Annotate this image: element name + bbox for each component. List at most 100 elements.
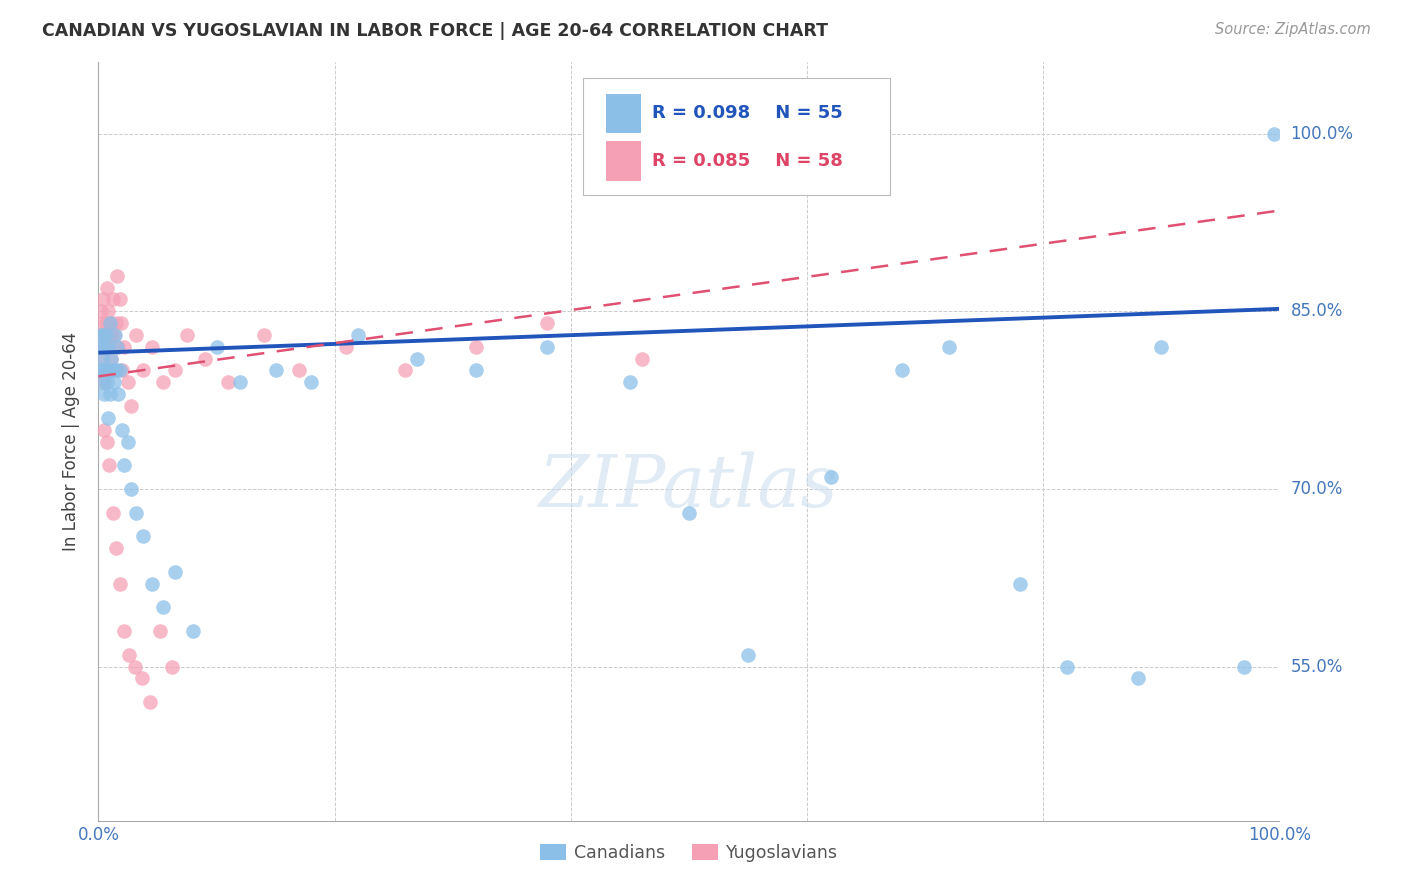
Point: [890, 363, 912, 377]
Point: [737, 648, 759, 662]
Point: [98, 363, 121, 377]
Point: [536, 340, 558, 354]
Point: [96, 434, 118, 449]
Point: [121, 482, 143, 496]
Point: [91, 351, 114, 366]
Point: [101, 293, 124, 307]
Text: 85.0%: 85.0%: [1291, 302, 1343, 320]
Point: [105, 340, 128, 354]
Point: [101, 506, 124, 520]
Point: [131, 672, 153, 686]
FancyBboxPatch shape: [606, 141, 641, 181]
Point: [97, 340, 120, 354]
Point: [90, 340, 112, 354]
Point: [124, 659, 146, 673]
Point: [1233, 659, 1256, 673]
Text: 55.0%: 55.0%: [1291, 657, 1343, 675]
Point: [91, 351, 114, 366]
Point: [98, 387, 121, 401]
Text: CANADIAN VS YUGOSLAVIAN IN LABOR FORCE | AGE 20-64 CORRELATION CHART: CANADIAN VS YUGOSLAVIAN IN LABOR FORCE |…: [42, 22, 828, 40]
Point: [93, 340, 115, 354]
Point: [111, 423, 134, 437]
Point: [264, 363, 287, 377]
Point: [90, 363, 112, 377]
Point: [93, 327, 115, 342]
Point: [229, 376, 252, 390]
Point: [93, 387, 115, 401]
Point: [110, 316, 132, 330]
Point: [108, 576, 131, 591]
Point: [91, 363, 114, 377]
Point: [112, 458, 135, 473]
Point: [105, 541, 128, 556]
Point: [94, 316, 117, 330]
Point: [100, 327, 122, 342]
Point: [89, 327, 111, 342]
Point: [465, 340, 488, 354]
Point: [105, 316, 128, 330]
FancyBboxPatch shape: [582, 78, 890, 195]
Point: [117, 376, 139, 390]
Point: [101, 363, 124, 377]
Point: [141, 576, 163, 591]
Text: ZIPatlas: ZIPatlas: [538, 451, 839, 523]
Point: [103, 327, 125, 342]
Point: [107, 340, 129, 354]
Point: [100, 351, 122, 366]
Point: [152, 376, 174, 390]
Point: [152, 600, 174, 615]
Point: [678, 506, 700, 520]
Point: [91, 327, 114, 342]
Point: [619, 376, 641, 390]
Point: [1150, 340, 1173, 354]
Point: [104, 327, 127, 342]
Point: [217, 376, 239, 390]
Point: [335, 340, 357, 354]
Text: 70.0%: 70.0%: [1291, 480, 1343, 498]
Point: [89, 340, 111, 354]
Point: [181, 624, 204, 639]
Point: [121, 399, 143, 413]
Point: [94, 340, 117, 354]
Point: [1008, 576, 1031, 591]
Point: [118, 648, 141, 662]
Point: [107, 387, 129, 401]
Point: [94, 327, 117, 342]
Point: [112, 340, 135, 354]
Point: [165, 363, 187, 377]
Point: [98, 458, 121, 473]
Point: [406, 351, 429, 366]
Point: [1056, 659, 1078, 673]
Point: [111, 363, 134, 377]
Text: R = 0.085    N = 58: R = 0.085 N = 58: [652, 152, 844, 170]
Point: [630, 351, 652, 366]
Point: [125, 327, 148, 342]
Point: [299, 376, 322, 390]
Point: [112, 624, 135, 639]
Point: [139, 695, 162, 709]
Point: [194, 351, 217, 366]
Point: [536, 316, 558, 330]
Point: [96, 376, 118, 390]
Point: [98, 316, 121, 330]
Point: [1126, 672, 1149, 686]
Point: [125, 506, 148, 520]
Legend: Canadians, Yugoslavians: Canadians, Yugoslavians: [533, 837, 845, 869]
Point: [94, 363, 117, 377]
Point: [132, 529, 155, 543]
Point: [141, 340, 163, 354]
Point: [91, 316, 114, 330]
Point: [97, 410, 120, 425]
Text: 100.0%: 100.0%: [1291, 125, 1354, 143]
Point: [90, 327, 112, 342]
Point: [91, 376, 114, 390]
Point: [132, 363, 155, 377]
Point: [205, 340, 228, 354]
Point: [91, 363, 114, 377]
Point: [93, 423, 115, 437]
Point: [108, 363, 131, 377]
Y-axis label: In Labor Force | Age 20-64: In Labor Force | Age 20-64: [62, 332, 80, 551]
Point: [98, 340, 121, 354]
Point: [108, 293, 131, 307]
Point: [90, 304, 112, 318]
